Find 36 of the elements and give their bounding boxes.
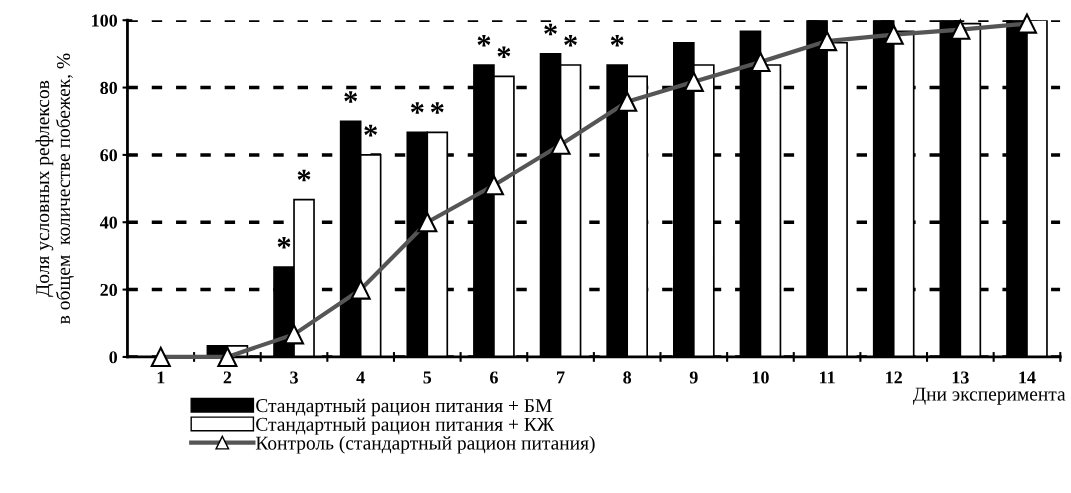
legend-label: Контроль (стандартный рацион питания) [255, 435, 595, 454]
legend-label: Стандартный рацион питания + КЖ [256, 417, 555, 435]
annotation: * [364, 124, 378, 137]
y-tick-label: 40 [99, 216, 118, 229]
y-tick-label: 60 [100, 149, 118, 162]
x-tick-label: 13 [952, 371, 969, 384]
x-tick-label: 6 [490, 371, 498, 384]
annotation: * [564, 34, 577, 47]
x-tick-label: 2 [223, 371, 232, 384]
annotation: * [277, 237, 291, 249]
annotation: * [544, 23, 557, 36]
x-tick-label: 11 [820, 371, 835, 384]
legend-label: Стандартный рацион питания + БМ [256, 398, 552, 417]
x-tick-label: 7 [557, 371, 565, 384]
x-tick-label: 14 [1019, 371, 1036, 384]
annotation: * [477, 34, 491, 47]
x-tick-label: 5 [423, 371, 432, 384]
x-tick-label: 10 [752, 371, 769, 384]
x-tick-label: 4 [356, 371, 365, 384]
annotation: * [430, 102, 444, 114]
y-tick-label: 80 [100, 81, 118, 94]
x-tick-label: 12 [886, 371, 902, 384]
annotation: * [497, 46, 511, 58]
y-tick-label: 100 [92, 14, 118, 27]
y-tick-label: 0 [109, 351, 118, 364]
y-axis-title: Доля условных рефлексов в общем количестве побежек, % [35, 53, 74, 324]
annotation: * [297, 169, 311, 182]
x-tick-label: 8 [623, 371, 632, 384]
x-tick-label: 1 [157, 371, 165, 384]
x-axis-title: Дни эксперимента [913, 387, 1066, 405]
x-tick-label: 3 [290, 371, 298, 384]
annotation: * [344, 91, 358, 103]
y-tick-label: 20 [100, 283, 118, 297]
annotation: * [610, 34, 624, 47]
annotation: * [410, 102, 424, 114]
x-tick-label: 9 [689, 371, 698, 384]
